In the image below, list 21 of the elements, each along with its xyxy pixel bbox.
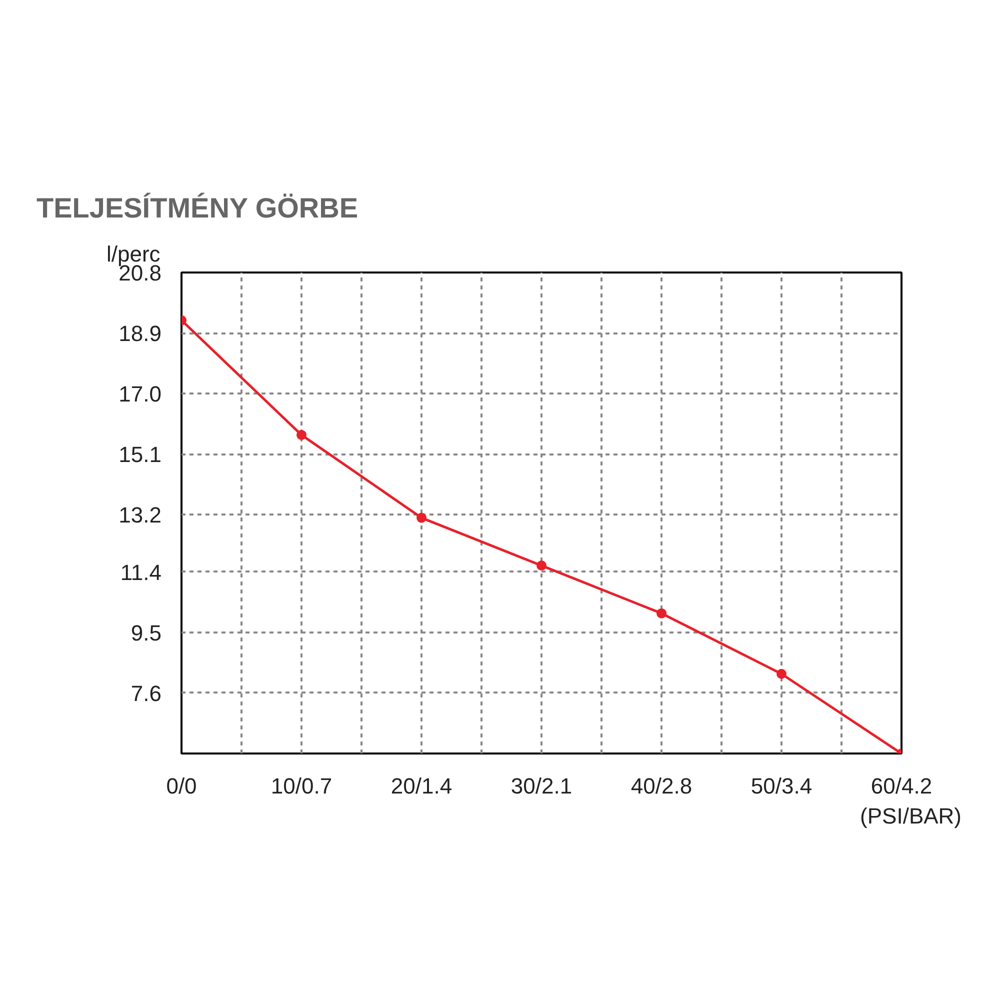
y-tick-label: 11.4 (120, 560, 162, 585)
point (536, 560, 546, 571)
y-tick-label: 18.9 (118, 321, 162, 346)
point (296, 430, 306, 440)
x-axis-title: (PSI/BAR) (860, 804, 962, 828)
y-tick-label: 15.1 (118, 442, 162, 468)
point (776, 668, 786, 679)
x-tick-label: 60/4.2 (870, 774, 932, 798)
chart-title: TELJESÍTMÉNY GÖRBE (36, 192, 358, 224)
x-tick-label: 10/0.7 (270, 774, 332, 798)
x-tick-label: 0/0 (166, 774, 197, 798)
y-tick-label: 7.6 (130, 680, 162, 706)
y-tick-label: 9.5 (130, 620, 162, 646)
y-tick-label: 17.0 (118, 382, 162, 407)
x-tick-label: 40/2.8 (630, 774, 692, 798)
y-tick-label: 13.2 (118, 502, 162, 528)
point (656, 608, 666, 618)
point (416, 512, 426, 523)
x-tick-label: 50/3.4 (750, 774, 812, 798)
x-tick-label: 30/2.1 (510, 774, 572, 798)
x-tick-label: 20/1.4 (390, 774, 452, 798)
